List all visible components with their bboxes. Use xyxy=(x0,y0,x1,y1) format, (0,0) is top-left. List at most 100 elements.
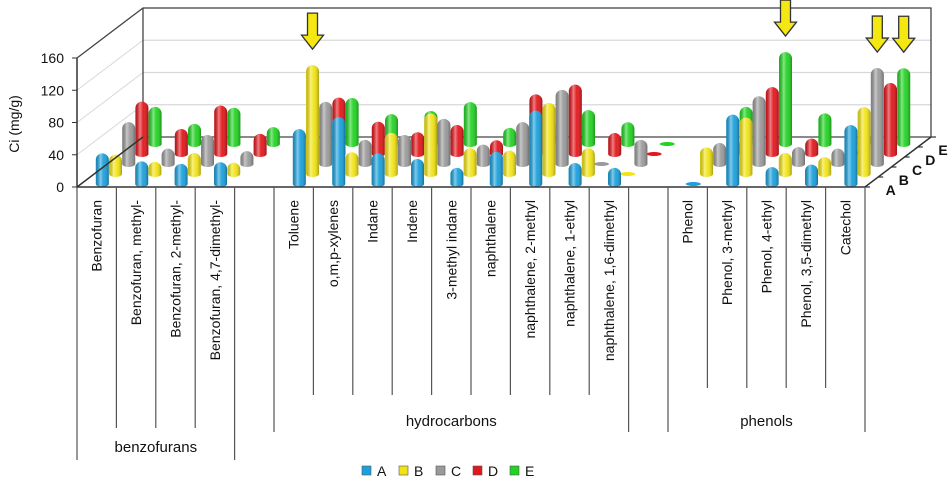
bar-A-naphthalene-1-6-dimethyl xyxy=(608,167,621,187)
bar-B-o-m-p-xylenes xyxy=(345,152,359,177)
category-label: Benzofuran, 4,7-dimethyl- xyxy=(207,200,223,361)
bar-A-benzofuran xyxy=(95,153,109,187)
bar-E-catechol xyxy=(897,68,911,147)
bar-B-naphthalene-1-6-dimethyl xyxy=(620,172,636,176)
bar-C-benzofuran xyxy=(122,122,136,167)
bar-E-indene xyxy=(463,102,477,147)
bar-B-benzofuran-2-methyl- xyxy=(187,153,201,177)
bar-C-naphthalene xyxy=(516,122,530,167)
group-label: hydrocarbons xyxy=(406,413,497,430)
gridline-left xyxy=(76,39,144,91)
depth-label: A xyxy=(886,182,896,198)
bar-D-catechol xyxy=(884,83,897,157)
bar-B-toluene xyxy=(306,65,319,177)
bar-A-indene xyxy=(411,159,424,187)
category-label: Phenol, 3,5-dimethyl xyxy=(798,200,814,328)
legend-label: B xyxy=(414,463,423,479)
bar-D-indene xyxy=(450,124,464,157)
bar-C-phenol xyxy=(713,143,727,167)
bar-A-o-m-p-xylenes xyxy=(332,117,346,187)
category-label: Phenol xyxy=(680,200,696,244)
depth-label: B xyxy=(899,172,909,188)
bar-B-naphthalene-1-ethyl xyxy=(581,148,595,177)
bar-D-benzofuran-methyl- xyxy=(174,129,188,157)
bar-D-o-m-p-xylenes xyxy=(371,121,385,157)
bar-C-o-m-p-xylenes xyxy=(358,139,372,167)
gridline-left xyxy=(76,72,144,123)
bar-D-naphthalene-2-methyl xyxy=(568,84,582,157)
bar-D-phenol-4-ethyl xyxy=(805,138,819,157)
highlight-arrows xyxy=(300,0,917,54)
bar-C-benzofuran-methyl- xyxy=(161,148,175,167)
category-label: Phenol, 4-ethyl xyxy=(759,200,775,293)
highlight-arrow-icon xyxy=(300,12,325,51)
bar-D-indane xyxy=(411,132,425,157)
bar-E-phenol-3-methyl xyxy=(779,52,792,147)
y-tick-label: 160 xyxy=(41,50,65,66)
bar-D-naphthalene-1-ethyl xyxy=(608,133,622,157)
legend-swatch xyxy=(472,465,483,476)
legend-label: E xyxy=(525,463,534,479)
category-label: Benzofuran, 2-methyl- xyxy=(168,200,184,338)
y-tick-label: 0 xyxy=(56,179,64,195)
bar-C-phenol-3-methyl xyxy=(752,96,766,167)
bar-E-benzofuran-2-methyl- xyxy=(227,107,241,147)
bar-B-benzofuran-4-7-dimethyl- xyxy=(227,162,241,177)
bar-A-toluene xyxy=(292,129,306,187)
bar-E-benzofuran-4-7-dimethyl- xyxy=(266,127,280,147)
bar-B-catechol xyxy=(857,107,871,177)
bar-A-benzofuran-2-methyl- xyxy=(174,163,188,187)
bar-E-naphthalene-1-ethyl xyxy=(621,122,635,147)
depth-label: C xyxy=(912,162,922,178)
bar-E-naphthalene-2-methyl xyxy=(582,110,595,147)
bar-C-indene xyxy=(437,118,451,167)
category-label: Benzofuran xyxy=(89,200,105,272)
bar-B-phenol-3-5-dimethyl xyxy=(818,157,832,177)
legend-swatch xyxy=(398,465,409,476)
bar-C-phenol-3-5-dimethyl xyxy=(831,148,845,167)
category-label: o,m,p-xylenes xyxy=(325,200,341,287)
legend-label: A xyxy=(377,463,387,479)
bar-E-toluene xyxy=(345,98,359,147)
bar-A-naphthalene-2-methyl xyxy=(529,110,543,187)
bar-D-benzofuran-2-methyl- xyxy=(214,105,228,157)
bar-E-3-methyl-indane xyxy=(503,127,517,147)
bar-C-catechol xyxy=(870,68,884,167)
category-label: Indane xyxy=(365,200,381,243)
category-label: 3-methyl indane xyxy=(443,200,459,300)
group-label: phenols xyxy=(740,413,793,430)
legend-swatch xyxy=(509,465,520,476)
y-axis-label: Ci (mg/g) xyxy=(6,95,22,153)
gridline-left xyxy=(76,104,144,156)
category-label: naphthalene xyxy=(483,200,499,277)
bar-B-phenol xyxy=(700,147,713,177)
depth-label: D xyxy=(925,152,935,168)
y-tick-label: 80 xyxy=(48,115,64,131)
category-label: Benzofuran, methyl- xyxy=(128,200,144,326)
bar-A-phenol-3-5-dimethyl xyxy=(805,164,818,187)
highlight-arrow-icon xyxy=(864,15,890,54)
legend-swatch xyxy=(361,465,372,476)
category-label: naphthalene, 1,6-dimethyl xyxy=(601,200,617,361)
bar-C-indane xyxy=(398,134,411,167)
bar-B-naphthalene xyxy=(503,150,516,177)
bar-B-indane xyxy=(384,132,398,177)
bar-B-indene xyxy=(424,113,438,177)
bar-E-naphthalene-1-6-dimethyl xyxy=(659,142,675,146)
bar-C-toluene xyxy=(319,101,333,167)
legend-swatch xyxy=(435,465,446,476)
bar-A-naphthalene xyxy=(489,151,503,187)
bar-D-benzofuran-4-7-dimethyl- xyxy=(253,133,267,157)
bar-C-naphthalene-1-ethyl xyxy=(594,162,609,166)
legend-label: D xyxy=(488,463,498,479)
bar-C-benzofuran-4-7-dimethyl- xyxy=(240,151,254,167)
bar-A-benzofuran-4-7-dimethyl- xyxy=(214,162,227,187)
bars xyxy=(95,52,911,187)
bar-D-benzofuran xyxy=(135,101,149,157)
bar-A-phenol-3-methyl xyxy=(726,114,740,187)
category-label: Phenol, 3-methyl xyxy=(719,200,735,305)
bar-A-catechol xyxy=(844,125,858,187)
highlight-arrow-icon xyxy=(773,0,798,38)
bar-E-phenol-4-ethyl xyxy=(818,113,832,147)
